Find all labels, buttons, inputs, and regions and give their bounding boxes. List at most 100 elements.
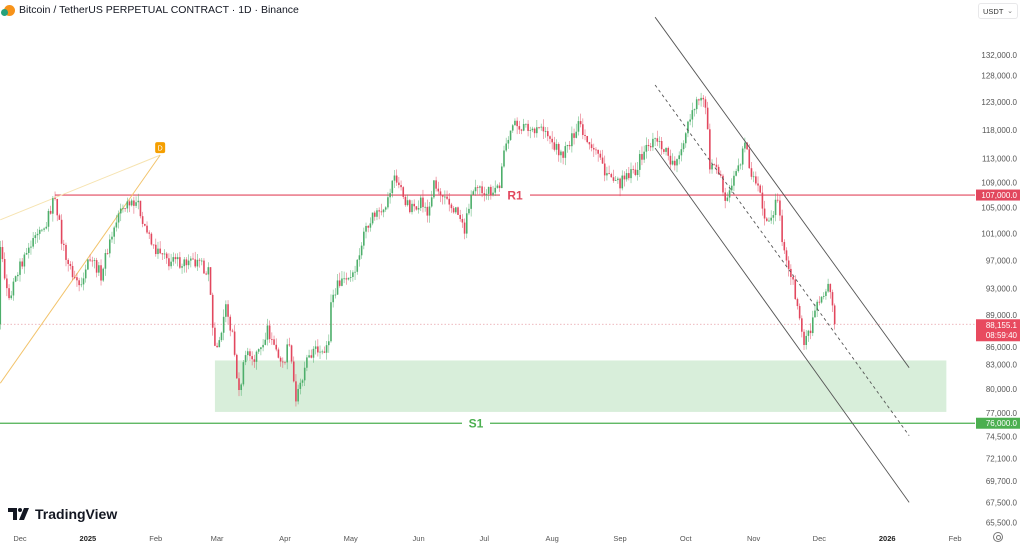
candle-body	[501, 166, 503, 189]
candle-body	[649, 146, 652, 148]
candle-body	[187, 260, 190, 266]
candle-body	[249, 351, 251, 357]
candle-body	[717, 166, 720, 175]
candle-body	[179, 257, 181, 268]
candle-body	[448, 198, 451, 205]
candle-body	[792, 276, 794, 280]
candle-body	[636, 169, 639, 176]
candle-body	[255, 351, 258, 362]
candle-body	[726, 197, 729, 201]
candle-body	[498, 185, 501, 189]
candle-body	[825, 291, 827, 296]
candle-body	[314, 346, 317, 349]
candle-body	[190, 258, 192, 261]
candle-body	[833, 305, 836, 325]
candle-body	[139, 200, 142, 217]
candle-body	[601, 157, 604, 164]
candle-body	[592, 148, 595, 150]
candle-body	[479, 186, 481, 188]
candle-body	[562, 151, 564, 158]
candle-body	[413, 203, 415, 207]
candle-body	[198, 259, 201, 261]
candle-body	[619, 178, 621, 189]
candle-body	[25, 252, 28, 255]
candle-body	[282, 361, 284, 363]
candle-body	[76, 277, 78, 281]
candle-body	[165, 253, 168, 259]
candle-body	[63, 243, 65, 245]
candle-body	[49, 210, 52, 214]
candle-body	[327, 341, 330, 346]
candle-body	[711, 164, 713, 170]
candle-body	[82, 278, 85, 285]
candle-body	[527, 123, 529, 131]
candle-body	[606, 173, 608, 176]
candle-body	[483, 193, 486, 196]
candle-body	[119, 208, 122, 214]
candle-body	[538, 127, 540, 129]
currency-select[interactable]: USDT ⌄	[978, 3, 1018, 19]
candle-body	[818, 301, 821, 303]
candle-body	[288, 344, 291, 346]
candle-body	[264, 339, 267, 345]
candle-body	[369, 223, 372, 228]
candle-body	[181, 266, 183, 268]
candle-body	[430, 197, 433, 207]
candle-body	[584, 134, 586, 136]
time-tick-label: Nov	[747, 534, 761, 543]
candle-body	[395, 175, 398, 183]
candle-body	[772, 215, 775, 218]
candle-body	[553, 142, 556, 150]
candle-body	[154, 244, 157, 255]
candle-body	[750, 168, 753, 177]
candle-body	[452, 208, 455, 213]
candle-body	[689, 119, 691, 122]
point-badge-d-label: D	[158, 146, 163, 153]
candle-body	[277, 349, 280, 358]
demand-zone	[214, 360, 947, 412]
price-tick-label: 101,000.0	[981, 230, 1017, 239]
candle-body	[533, 128, 536, 134]
price-tick-label: 97,000.0	[986, 256, 1018, 265]
settings-gear-icon[interactable]	[993, 532, 1003, 542]
candle-body	[67, 259, 69, 264]
tradingview-logo[interactable]: TradingView	[8, 506, 117, 522]
candle-body	[336, 280, 339, 295]
candle-body	[549, 136, 551, 139]
candle-body	[671, 160, 674, 165]
candle-body	[487, 186, 490, 194]
candle-body	[728, 190, 731, 198]
time-tick-label: Jun	[413, 534, 425, 543]
chevron-down-icon: ⌄	[1007, 8, 1013, 15]
candle-body	[507, 139, 510, 144]
candle-body	[1, 247, 4, 260]
candle-body	[321, 351, 324, 353]
time-tick-label: 2026	[879, 534, 896, 543]
candle-body	[192, 258, 194, 260]
candle-body	[660, 141, 663, 150]
candle-body	[91, 260, 94, 262]
candle-body	[674, 160, 676, 166]
candle-body	[706, 107, 709, 130]
candle-body	[641, 154, 643, 160]
candle-body	[279, 357, 282, 362]
candle-body	[446, 196, 448, 199]
price-tick-label: 83,000.0	[986, 360, 1018, 369]
candle-body	[746, 142, 748, 150]
candle-body	[560, 151, 562, 156]
candle-body	[73, 277, 76, 278]
candle-body	[371, 212, 374, 224]
candle-body	[161, 253, 164, 255]
candle-body	[113, 227, 115, 237]
candle-body	[785, 250, 788, 261]
candle-body	[805, 335, 808, 346]
candle-body	[124, 208, 126, 210]
candle-body	[439, 191, 442, 196]
candle-body	[542, 126, 545, 132]
candle-body	[796, 299, 799, 307]
candle-body	[755, 176, 757, 184]
candle-body	[260, 347, 262, 350]
symbol-title[interactable]: Bitcoin / TetherUS PERPETUAL CONTRACT · …	[1, 4, 299, 16]
price-tick-label: 128,000.0	[981, 72, 1017, 81]
